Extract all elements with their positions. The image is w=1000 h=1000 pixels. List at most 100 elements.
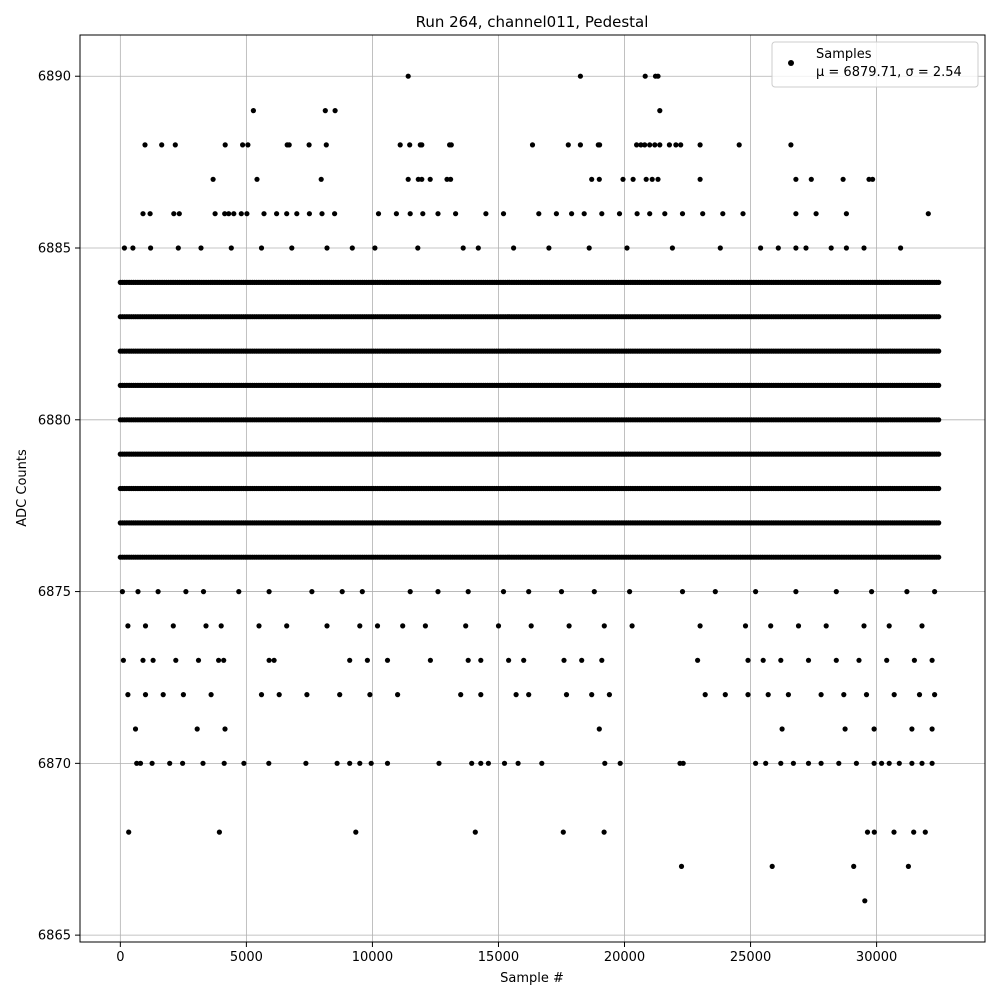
data-point — [415, 245, 421, 251]
data-point — [510, 245, 517, 251]
data-point — [678, 863, 685, 870]
data-point — [647, 211, 653, 217]
data-point — [861, 623, 867, 629]
data-point — [465, 589, 471, 595]
data-point — [241, 760, 247, 766]
data-point — [742, 623, 749, 629]
y-tick-label: 6880 — [38, 413, 71, 428]
data-point — [842, 726, 848, 732]
data-point — [936, 485, 942, 492]
data-point — [862, 898, 868, 904]
data-point — [697, 623, 703, 629]
data-point — [258, 245, 265, 251]
data-point — [925, 211, 931, 217]
data-point — [261, 211, 267, 217]
data-point — [596, 726, 602, 732]
data-point — [702, 692, 708, 698]
data-point — [436, 760, 442, 766]
data-point — [472, 829, 478, 835]
data-point — [929, 726, 935, 732]
data-point — [322, 108, 328, 114]
data-point — [793, 589, 799, 595]
x-tick-label: 20000 — [604, 950, 645, 965]
data-point — [208, 692, 214, 698]
data-point — [150, 657, 156, 663]
data-point — [240, 142, 246, 148]
data-point — [221, 657, 227, 663]
data-point — [469, 760, 475, 766]
data-point — [140, 211, 146, 217]
data-point — [891, 829, 897, 835]
data-point — [563, 692, 570, 698]
data-point — [250, 108, 256, 114]
data-point — [843, 245, 850, 251]
data-point — [870, 176, 876, 182]
data-point — [284, 623, 290, 629]
axis-ticks: 0 5000 10000 15000 20000 25000 30000 6865 6870 68… — [38, 70, 897, 965]
data-point — [808, 176, 814, 182]
data-point — [905, 863, 912, 870]
data-point — [306, 211, 312, 217]
data-point — [276, 692, 282, 698]
data-point — [936, 348, 942, 354]
data-point — [419, 142, 425, 148]
data-point — [200, 760, 206, 766]
data-point — [828, 245, 834, 251]
data-point — [319, 211, 325, 217]
data-point — [120, 657, 126, 663]
data-point — [720, 211, 726, 217]
data-point — [347, 760, 353, 766]
data-point — [602, 760, 608, 766]
data-point — [485, 760, 491, 766]
data-point — [936, 382, 942, 388]
data-point — [323, 142, 329, 148]
data-point — [175, 245, 181, 251]
data-point — [561, 657, 567, 663]
data-point — [347, 657, 353, 663]
data-point — [407, 589, 413, 595]
data-point — [936, 314, 942, 320]
data-point — [647, 142, 653, 148]
data-point — [697, 176, 703, 182]
data-point — [448, 176, 454, 182]
data-point — [652, 142, 658, 148]
data-point — [679, 211, 686, 217]
legend-series-label: Samples — [816, 47, 872, 62]
data-point — [244, 211, 250, 217]
data-point — [657, 142, 663, 148]
data-point — [478, 657, 484, 663]
data-point — [284, 211, 290, 217]
chart-title: Run 264, channel011, Pedestal — [416, 13, 649, 31]
data-point — [712, 589, 718, 595]
x-tick-label: 30000 — [856, 950, 897, 965]
data-point — [155, 589, 161, 595]
data-point — [180, 760, 186, 766]
data-point — [922, 829, 928, 835]
data-point — [221, 760, 227, 766]
data-point — [304, 692, 310, 698]
data-point — [695, 657, 701, 663]
data-point — [936, 520, 942, 526]
data-point — [565, 142, 571, 148]
data-point — [121, 245, 127, 251]
data-point — [793, 245, 799, 251]
data-point — [183, 589, 189, 595]
data-point — [785, 692, 792, 698]
data-point — [435, 211, 441, 217]
data-point — [374, 623, 381, 629]
data-point — [419, 176, 425, 182]
data-point — [149, 760, 155, 766]
data-point — [359, 589, 365, 595]
data-point — [879, 760, 885, 766]
data-point — [384, 760, 391, 766]
data-point — [393, 211, 399, 217]
data-point — [722, 692, 728, 698]
y-tick-label: 6885 — [38, 242, 71, 257]
data-point — [126, 829, 132, 835]
x-tick-label: 15000 — [478, 950, 519, 965]
data-point — [353, 829, 359, 835]
data-point — [630, 176, 636, 182]
data-point — [818, 760, 824, 766]
data-point — [266, 760, 272, 766]
